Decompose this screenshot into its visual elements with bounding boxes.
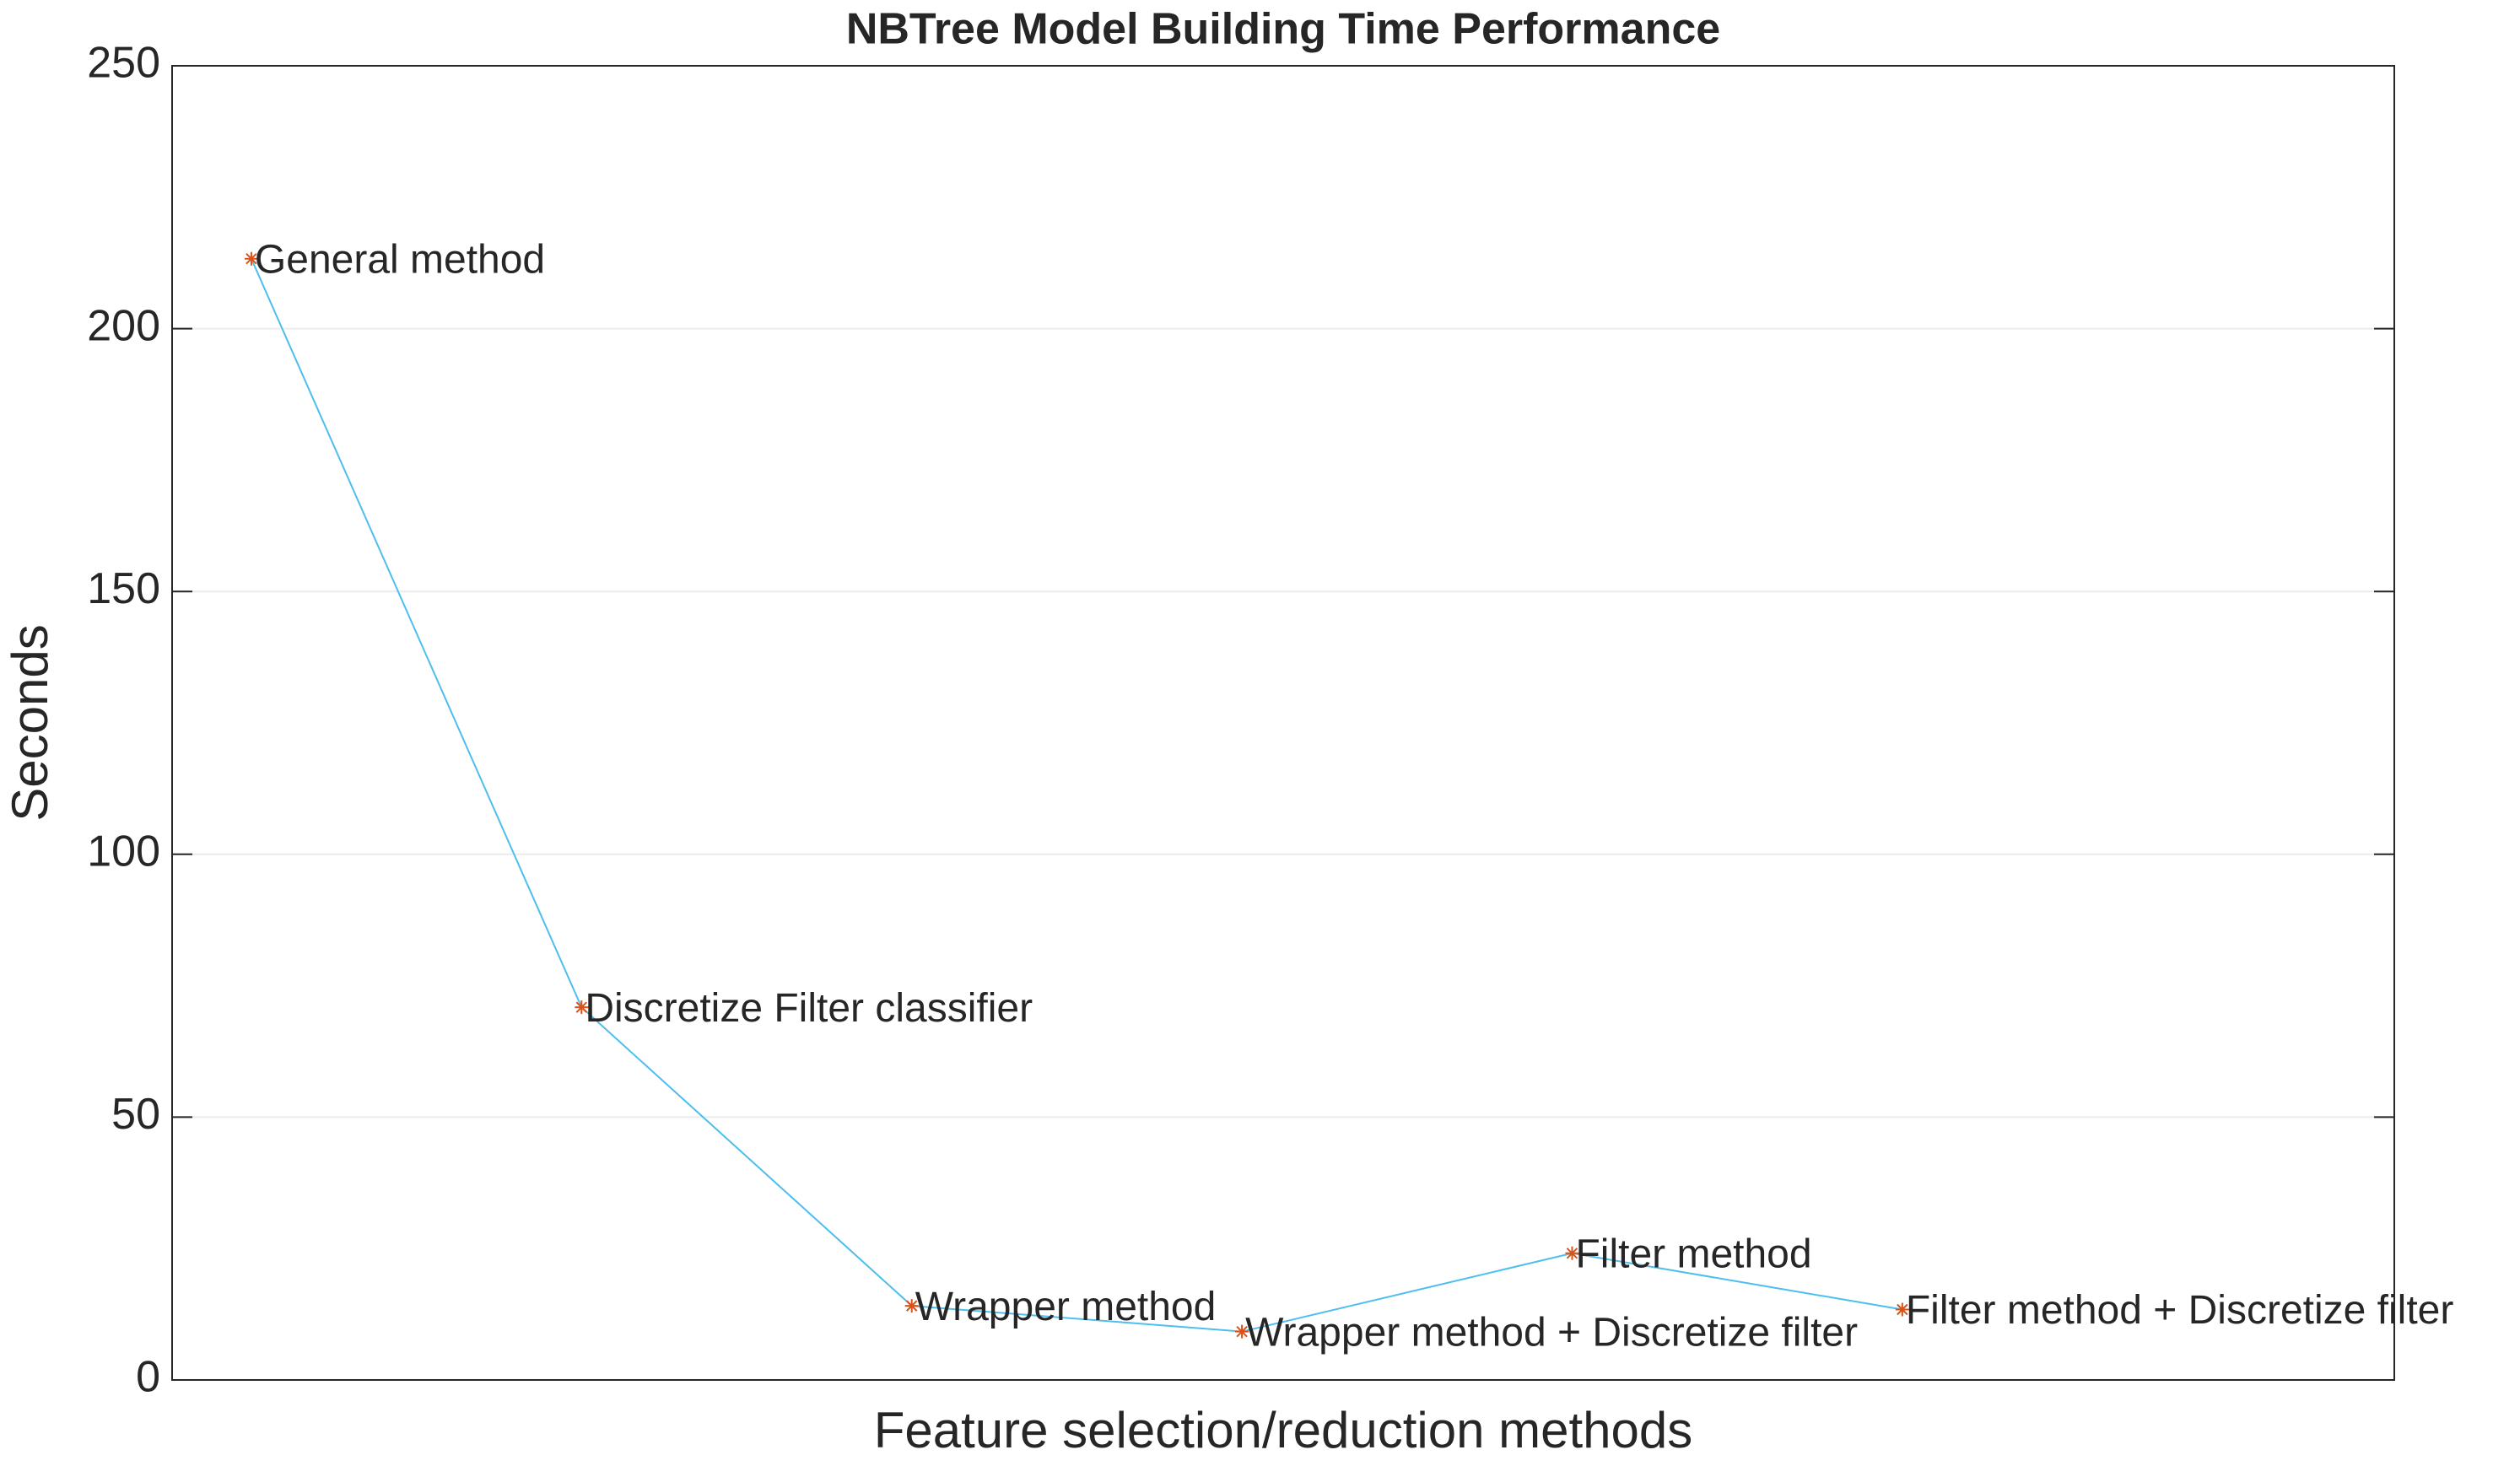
marker bbox=[904, 1299, 919, 1313]
x-axis-label: Feature selection/reduction methods bbox=[874, 1402, 1693, 1458]
point-label: General method bbox=[255, 237, 545, 282]
y-tick-label: 0 bbox=[136, 1353, 160, 1402]
point-label: Filter method + Discretize filter bbox=[1906, 1288, 2454, 1333]
y-tick-label: 50 bbox=[111, 1090, 160, 1139]
y-tick-label: 150 bbox=[87, 564, 160, 613]
y-tick-label: 200 bbox=[87, 301, 160, 350]
marker bbox=[1895, 1302, 1909, 1317]
point-label: Discretize Filter classifier bbox=[585, 986, 1033, 1031]
marker bbox=[575, 1000, 589, 1015]
y-axis-label: Seconds bbox=[2, 624, 58, 822]
point-label: Wrapper method bbox=[915, 1285, 1217, 1329]
marker bbox=[1235, 1324, 1249, 1339]
point-label: Wrapper method + Discretize filter bbox=[1245, 1310, 1858, 1355]
marker bbox=[1565, 1246, 1579, 1260]
plot-frame bbox=[171, 65, 2395, 1381]
data-line bbox=[251, 258, 1903, 1333]
marker bbox=[244, 251, 258, 266]
point-label: Filter method bbox=[1575, 1232, 1811, 1276]
y-tick-label: 250 bbox=[87, 39, 160, 88]
chart-title: NBTree Model Building Time Performance bbox=[846, 5, 1720, 54]
y-tick-label: 100 bbox=[87, 827, 160, 876]
